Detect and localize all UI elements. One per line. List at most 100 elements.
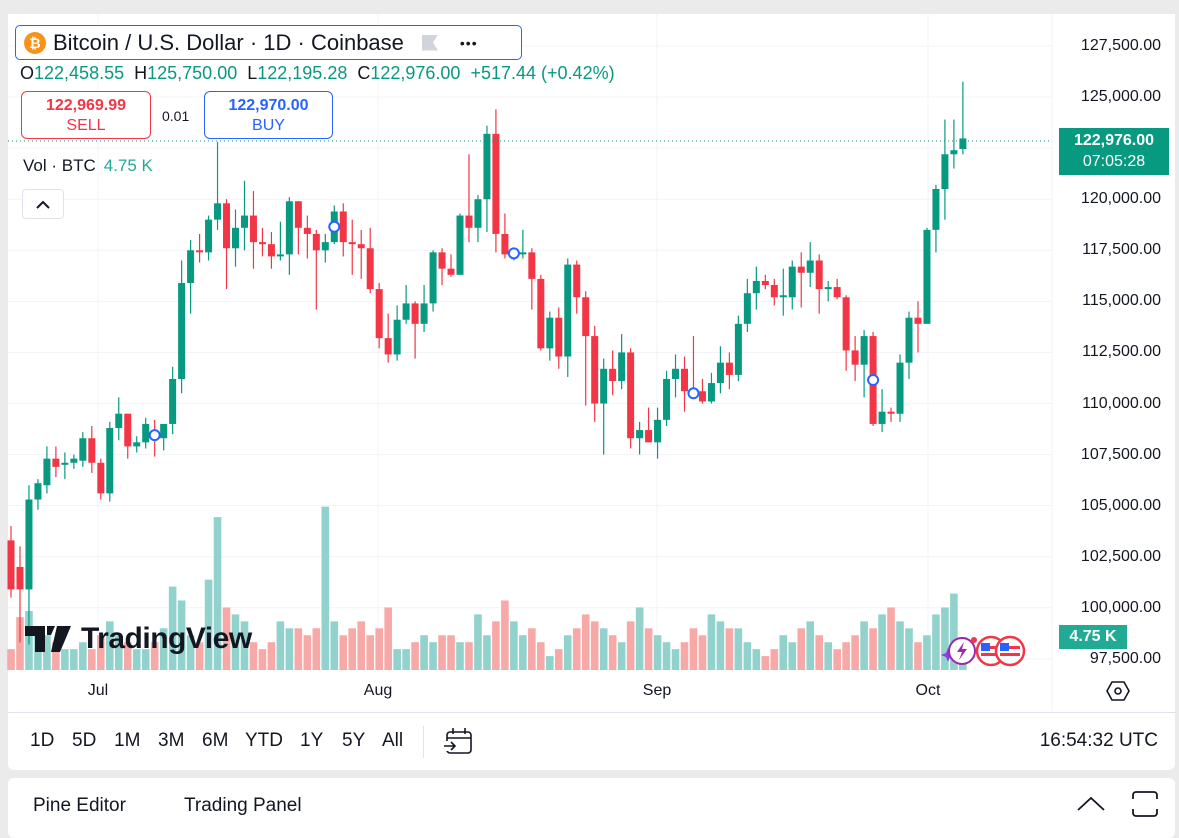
volume-bar xyxy=(905,628,913,670)
event-marker-icon[interactable] xyxy=(687,387,700,400)
collapse-legend-button[interactable] xyxy=(22,189,64,219)
candles xyxy=(7,81,967,645)
candle-body xyxy=(779,295,787,298)
event-marker-icon[interactable] xyxy=(507,247,520,260)
range-button-5y[interactable]: 5Y xyxy=(342,730,366,751)
sell-button[interactable]: 122,969.99 SELL xyxy=(21,91,151,139)
range-button-5d[interactable]: 5D xyxy=(72,730,97,751)
candle xyxy=(609,350,617,396)
candle-body xyxy=(627,352,635,439)
candle-body xyxy=(429,252,437,304)
volume-bar xyxy=(402,649,410,670)
volume-bar xyxy=(204,579,213,670)
candle-body xyxy=(52,458,60,467)
candle xyxy=(851,336,859,382)
candle xyxy=(357,229,365,279)
go-to-date-icon[interactable] xyxy=(443,727,473,755)
volume-bar xyxy=(456,642,464,670)
candle-body xyxy=(914,317,922,324)
candle-body xyxy=(70,458,78,463)
candle xyxy=(689,336,697,396)
lightning-icon xyxy=(948,637,976,665)
candle-body xyxy=(420,303,428,324)
range-button-1y[interactable]: 1Y xyxy=(300,730,324,751)
candle-body xyxy=(160,423,168,439)
tab-trading-panel[interactable]: Trading Panel xyxy=(184,795,302,816)
range-button-ytd[interactable]: YTD xyxy=(245,730,283,751)
close-value: 122,976.00 xyxy=(370,63,461,83)
more-icon[interactable]: ••• xyxy=(459,34,478,51)
volume-bar xyxy=(312,628,321,670)
event-marker-icon[interactable] xyxy=(148,429,161,442)
candle xyxy=(366,227,374,294)
candle xyxy=(456,213,464,275)
tab-pine-editor[interactable]: Pine Editor xyxy=(33,795,126,816)
symbol-header[interactable]: ₿ Bitcoin / U.S. Dollar · 1D · Coinbase … xyxy=(15,25,522,60)
high-label: H xyxy=(134,63,148,83)
economic-events[interactable] xyxy=(940,634,1030,673)
chart-settings-icon[interactable] xyxy=(1106,680,1130,702)
candle-body xyxy=(923,229,931,324)
volume-bar xyxy=(123,642,132,670)
chevron-up-icon[interactable] xyxy=(1076,794,1106,812)
range-button-all[interactable]: All xyxy=(382,730,404,751)
volume-bar xyxy=(97,635,105,670)
candle xyxy=(52,446,60,478)
candle-body xyxy=(232,227,239,249)
candle-body xyxy=(456,215,464,275)
price-tick: 125,000.00 xyxy=(1080,88,1161,106)
tradingview-logo[interactable]: TradingView xyxy=(25,622,252,656)
candle-body xyxy=(402,303,410,320)
volume-bar xyxy=(61,649,69,670)
candle-body xyxy=(384,338,392,355)
candle-body xyxy=(357,244,365,249)
candle-body xyxy=(205,219,213,253)
range-button-1d[interactable]: 1D xyxy=(30,730,55,751)
candle-body xyxy=(142,423,150,443)
candle xyxy=(537,274,545,351)
volume-bar xyxy=(537,642,545,670)
event-marker-icon[interactable] xyxy=(328,220,341,233)
symbol-title[interactable]: Bitcoin / U.S. Dollar · 1D · Coinbase xyxy=(53,29,404,55)
volume-bar xyxy=(79,642,87,670)
volume-bar xyxy=(88,649,96,670)
candle xyxy=(61,452,69,480)
volume-axis-label: 4.75 K xyxy=(1059,625,1127,649)
volume-bar xyxy=(510,621,518,670)
volume-bar xyxy=(114,635,123,670)
maximize-icon[interactable] xyxy=(1131,791,1159,817)
candle-body xyxy=(815,260,823,290)
range-button-3m[interactable]: 3M xyxy=(158,730,185,751)
candle-body xyxy=(61,462,69,465)
flag-icon[interactable] xyxy=(421,34,438,51)
event-marker-icon[interactable] xyxy=(867,374,880,387)
candle-body xyxy=(133,442,141,447)
volume-bar xyxy=(851,635,859,670)
candle-body xyxy=(285,201,293,255)
candle-body xyxy=(267,244,275,257)
buy-button[interactable]: 122,970.00 BUY xyxy=(204,91,333,139)
candle-body xyxy=(582,297,590,337)
candle-body xyxy=(321,242,329,251)
volume-bar xyxy=(375,628,383,670)
range-button-6m[interactable]: 6M xyxy=(202,730,229,751)
candle-body xyxy=(761,280,769,286)
volume-bar xyxy=(635,607,644,670)
candle xyxy=(169,366,177,435)
candle-body xyxy=(824,287,832,290)
candle xyxy=(133,436,141,453)
candle-body xyxy=(932,189,940,230)
volume-bar xyxy=(923,635,931,670)
low-label: L xyxy=(247,63,258,83)
bar-countdown: 07:05:28 xyxy=(1082,153,1146,170)
range-button-1m[interactable]: 1M xyxy=(114,730,141,751)
candle xyxy=(959,81,967,155)
tradingview-logo-icon xyxy=(25,626,71,652)
candle-body xyxy=(43,458,51,486)
volume-bar xyxy=(384,607,392,670)
candle xyxy=(591,325,599,422)
utc-clock[interactable]: 16:54:32 UTC xyxy=(1039,730,1158,751)
volume-bar xyxy=(231,614,240,670)
price-tick: 127,500.00 xyxy=(1080,37,1161,54)
